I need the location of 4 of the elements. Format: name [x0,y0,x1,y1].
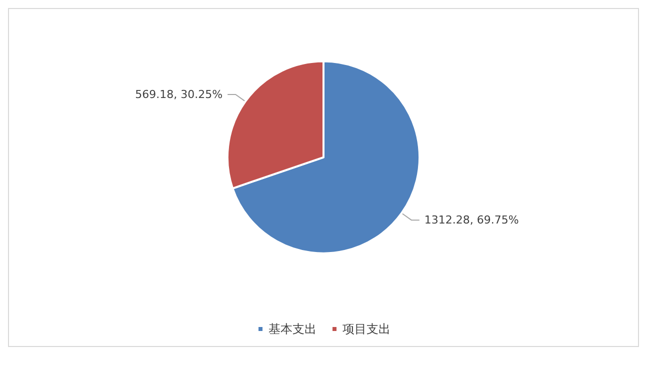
data-label: 1312.28, 69.75% [424,214,519,227]
legend-label: 项目支出 [342,322,390,336]
legend-label: 基本支出 [268,322,316,336]
data-label: 569.18, 30.25% [135,88,223,101]
